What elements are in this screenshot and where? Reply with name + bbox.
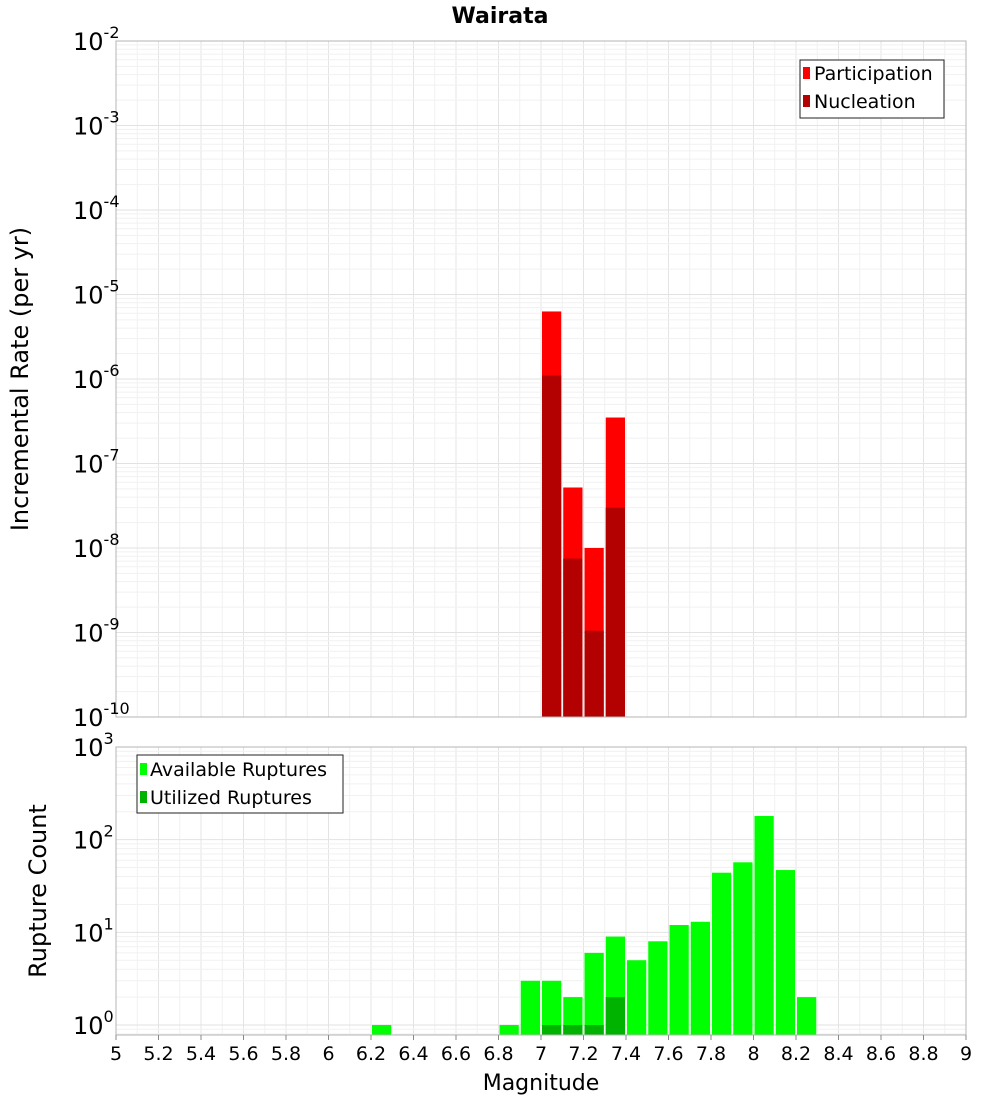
x-tick-label: 8.6 — [866, 1043, 896, 1065]
available-bar — [712, 872, 732, 1035]
y-tick-label: 10-7 — [73, 446, 120, 479]
y-tick-label: 101 — [73, 914, 114, 947]
y-tick-label: 10-9 — [73, 615, 120, 648]
utilized-bar — [605, 997, 625, 1035]
y-tick-label: 103 — [73, 729, 114, 762]
available-bar — [372, 1025, 392, 1035]
top-legend-box — [799, 59, 945, 119]
available-bar — [690, 921, 710, 1035]
x-tick-label: 6.2 — [356, 1043, 386, 1065]
x-tick-label: 8 — [747, 1043, 759, 1065]
top-legend: Participation Nucleation — [799, 59, 945, 119]
x-tick-label: 8.2 — [781, 1043, 811, 1065]
available-bar — [584, 952, 604, 1035]
available-bar — [542, 980, 562, 1035]
x-tick-label: 8.4 — [823, 1043, 853, 1065]
x-tick-label: 7.6 — [653, 1043, 683, 1065]
legend-nucleation-label: Nucleation — [814, 91, 916, 113]
available-bar — [775, 870, 795, 1035]
available-bar — [797, 997, 817, 1035]
legend-utilized-label: Utilized Ruptures — [150, 787, 312, 809]
utilized-bar — [542, 1025, 562, 1035]
top-bars — [542, 311, 625, 717]
top-grid — [115, 40, 967, 718]
utilized-bar — [584, 1025, 604, 1035]
legend-available-swatch — [140, 763, 147, 775]
x-tick-label: 5.2 — [143, 1043, 173, 1065]
x-tick-label: 6.8 — [483, 1043, 513, 1065]
legend-participation-label: Participation — [814, 63, 933, 85]
y-tick-label: 102 — [73, 822, 114, 855]
top-plot: 10-10 10-9 10-8 10-7 10-6 10-5 10-4 10-3 10-2 In… — [6, 23, 967, 732]
nucleation-bar — [563, 558, 583, 717]
bottom-y-axis-label: Rupture Count — [24, 804, 52, 978]
legend-participation-swatch — [803, 67, 810, 79]
x-tick-label: 6.4 — [398, 1043, 428, 1065]
available-bar — [499, 1025, 519, 1035]
utilized-bar — [563, 1025, 583, 1035]
x-tick-label: 7 — [535, 1043, 547, 1065]
available-bar — [733, 862, 753, 1035]
available-bar — [754, 816, 774, 1035]
x-tick-label: 8.8 — [908, 1043, 938, 1065]
chart-title: Wairata — [452, 4, 549, 29]
bottom-legend: Available Ruptures Utilized Ruptures — [136, 754, 344, 814]
x-tick-label: 7.8 — [696, 1043, 726, 1065]
y-tick-label: 10-3 — [73, 108, 120, 141]
y-tick-label: 10-6 — [73, 361, 120, 394]
bottom-y-ticks: 100 101 102 103 — [73, 729, 114, 1040]
nucleation-bar — [605, 507, 625, 717]
x-tick-label: 7.4 — [611, 1043, 641, 1065]
x-tick-label: 5.8 — [271, 1043, 301, 1065]
available-bar — [520, 980, 540, 1035]
available-bar — [648, 941, 668, 1035]
x-axis-label: Magnitude — [483, 1071, 600, 1096]
bottom-x-ticks: 5 5.2 5.4 5.6 5.8 6 6.2 6.4 6.6 6.8 7 7.2 7.4 7.6 7.8 8… — [110, 1035, 972, 1065]
y-tick-label: 10-8 — [73, 530, 120, 563]
y-tick-label: 100 — [73, 1007, 114, 1040]
available-bar — [627, 960, 647, 1035]
top-y-axis-label: Incremental Rate (per yr) — [6, 227, 34, 531]
y-tick-label: 10-10 — [73, 699, 130, 732]
nucleation-bar — [584, 630, 604, 717]
x-tick-label: 9 — [960, 1043, 972, 1065]
legend-available-label: Available Ruptures — [150, 759, 327, 781]
x-tick-label: 5 — [110, 1043, 122, 1065]
x-tick-label: 5.4 — [186, 1043, 216, 1065]
bottom-legend-box — [136, 754, 344, 814]
y-tick-label: 10-5 — [73, 277, 120, 310]
legend-nucleation-swatch — [803, 95, 810, 107]
bottom-bars — [372, 816, 817, 1035]
y-tick-label: 10-4 — [73, 192, 120, 225]
x-tick-label: 6.6 — [441, 1043, 471, 1065]
nucleation-bar — [542, 375, 562, 717]
bottom-plot: 100 101 102 103 5 5.2 5.4 5.6 5.8 6 6.2 6.4 6.6 6.8 7… — [24, 729, 972, 1096]
y-tick-label: 10-2 — [73, 23, 120, 56]
available-bar — [669, 924, 689, 1035]
x-tick-label: 7.2 — [568, 1043, 598, 1065]
top-y-ticks: 10-10 10-9 10-8 10-7 10-6 10-5 10-4 10-3 10-2 — [73, 23, 130, 732]
x-tick-label: 6 — [322, 1043, 334, 1065]
top-plot-frame — [115, 40, 967, 718]
legend-utilized-swatch — [140, 791, 147, 803]
x-tick-label: 5.6 — [228, 1043, 258, 1065]
